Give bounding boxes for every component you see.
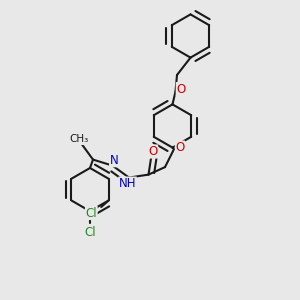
Text: Cl: Cl [85,206,97,220]
Text: NH: NH [119,177,136,190]
Text: O: O [176,141,184,154]
Text: N: N [110,154,118,167]
Text: Cl: Cl [85,226,96,239]
Text: CH₃: CH₃ [70,134,89,145]
Text: O: O [148,145,158,158]
Text: O: O [176,82,185,96]
